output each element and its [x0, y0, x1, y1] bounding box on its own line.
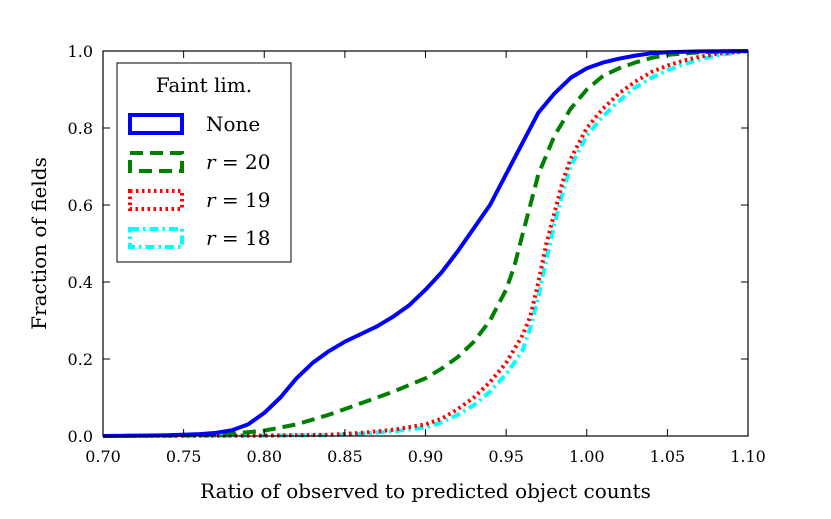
- legend-entries: None r = 20 r = 19 r = 18: [128, 112, 270, 250]
- legend-swatch-3: [128, 227, 184, 249]
- x-axis-title: Ratio of observed to predicted object co…: [200, 479, 651, 503]
- y-tick-label: 0.0: [68, 427, 93, 446]
- x-tick-label: 1.00: [569, 447, 605, 466]
- legend-swatch-1: [128, 151, 184, 173]
- x-tick-label: 0.85: [327, 447, 363, 466]
- legend-label-1: r = 20: [206, 150, 270, 174]
- y-tick-label: 1.0: [68, 42, 93, 61]
- series-line-3: [103, 49, 748, 438]
- legend-label-3: r = 18: [206, 226, 270, 250]
- x-tick-label: 0.70: [85, 447, 121, 466]
- legend-title: Faint lim.: [156, 73, 252, 97]
- legend-label-0: None: [206, 112, 260, 136]
- legend-box: [116, 62, 292, 263]
- ticks-layer: [102, 50, 749, 437]
- series-line-0: [103, 49, 748, 438]
- tick-labels: 0.70 0.75 0.80 0.85 0.90 0.95 1.00 1.05 1.10 0.0 0…: [68, 42, 766, 466]
- x-tick-label: 0.95: [488, 447, 524, 466]
- legend-swatch-0: [128, 113, 184, 135]
- legend-swatch-2: [128, 189, 184, 211]
- series-line-2: [103, 49, 748, 438]
- legend: Faint lim. None r = 20 r = 19 r = 18: [116, 62, 292, 263]
- legend-label-2: r = 19: [206, 188, 270, 212]
- y-tick-label: 0.6: [68, 196, 93, 215]
- series-line-1: [103, 49, 748, 438]
- y-tick-label: 0.8: [68, 119, 93, 138]
- x-tick-label: 1.05: [650, 447, 686, 466]
- x-tick-label: 0.75: [166, 447, 202, 466]
- y-tick-label: 0.4: [68, 273, 93, 292]
- y-axis-title: Fraction of fields: [27, 157, 51, 330]
- x-tick-label: 0.90: [408, 447, 444, 466]
- y-tick-label: 0.2: [68, 350, 93, 369]
- series-layer: [103, 49, 748, 438]
- x-tick-label: 1.10: [730, 447, 766, 466]
- x-tick-label: 0.80: [246, 447, 282, 466]
